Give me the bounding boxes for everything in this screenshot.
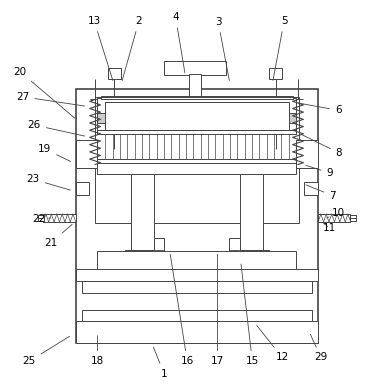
Bar	[229, 250, 240, 255]
Bar	[98, 130, 296, 134]
Bar	[240, 174, 263, 252]
Bar	[252, 132, 259, 161]
Bar	[82, 310, 312, 321]
Text: 11: 11	[323, 222, 337, 233]
Text: 9: 9	[306, 165, 333, 178]
Text: 25: 25	[23, 336, 69, 366]
Bar	[101, 95, 292, 99]
Text: 8: 8	[302, 135, 342, 158]
Text: 16: 16	[170, 255, 194, 366]
Bar	[238, 132, 245, 161]
Bar	[43, 214, 76, 222]
Text: 27: 27	[16, 92, 85, 106]
Bar	[38, 215, 44, 221]
Bar	[98, 98, 296, 134]
Text: 19: 19	[38, 144, 71, 161]
Bar	[108, 68, 121, 79]
Bar	[267, 132, 274, 161]
Text: 7: 7	[306, 185, 336, 201]
Text: 3: 3	[215, 17, 229, 81]
Text: 6: 6	[298, 103, 342, 115]
Bar	[76, 89, 318, 343]
Text: 15: 15	[241, 264, 259, 366]
Bar	[105, 102, 289, 130]
Bar	[304, 182, 318, 195]
Bar	[164, 132, 171, 161]
Bar	[98, 251, 296, 270]
Bar	[76, 182, 89, 195]
Bar	[158, 251, 161, 270]
Bar	[234, 251, 269, 257]
Bar	[149, 132, 156, 161]
Text: 13: 13	[88, 16, 113, 81]
Bar	[223, 132, 230, 161]
Bar	[233, 251, 237, 270]
Bar	[98, 113, 105, 123]
Bar	[124, 251, 160, 257]
Bar	[154, 250, 165, 255]
Bar	[179, 132, 186, 161]
Bar	[120, 132, 127, 161]
Text: 10: 10	[327, 208, 345, 218]
Bar	[135, 132, 142, 161]
Bar	[318, 214, 350, 222]
Bar	[189, 74, 201, 95]
Bar	[164, 61, 226, 75]
Text: 20: 20	[13, 66, 75, 118]
Bar	[98, 163, 296, 174]
Bar	[76, 269, 318, 282]
Text: 5: 5	[273, 16, 287, 81]
Bar	[281, 132, 289, 161]
Bar	[193, 132, 200, 161]
Text: 26: 26	[28, 120, 85, 136]
Text: 22: 22	[33, 214, 51, 224]
Bar	[76, 321, 318, 343]
Text: 29: 29	[310, 334, 328, 362]
Bar	[154, 238, 165, 252]
Bar	[82, 281, 312, 293]
Text: 12: 12	[257, 325, 289, 362]
Bar	[289, 113, 296, 123]
Text: 18: 18	[91, 336, 104, 366]
Bar	[296, 140, 318, 168]
Bar	[76, 140, 97, 168]
Text: 1: 1	[153, 347, 167, 378]
Bar	[95, 97, 299, 222]
Bar	[350, 215, 356, 221]
Bar	[131, 174, 154, 252]
Text: 23: 23	[27, 174, 70, 190]
Bar	[98, 159, 296, 165]
Bar	[229, 238, 240, 252]
Bar	[208, 132, 215, 161]
Text: 2: 2	[122, 16, 142, 81]
Bar	[105, 132, 112, 161]
Bar	[269, 68, 282, 79]
Text: 4: 4	[172, 13, 185, 73]
Text: 17: 17	[211, 255, 224, 366]
Text: 21: 21	[44, 224, 72, 248]
